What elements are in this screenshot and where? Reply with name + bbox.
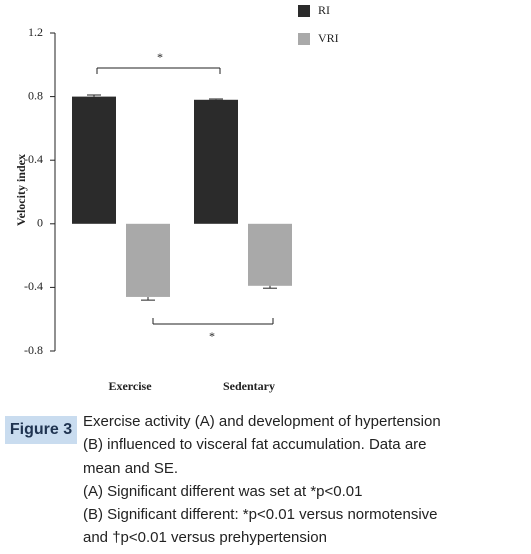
legend-swatch (298, 33, 310, 45)
y-tick-label: -0.8 (24, 343, 43, 357)
figure-label: Figure 3 (5, 416, 77, 444)
caption-line: (A) Significant different was set at *p<… (83, 482, 363, 500)
y-tick-label: -0.4 (24, 279, 43, 293)
caption: Figure 3 Exercise activity (A) and devel… (0, 406, 531, 554)
legend-label: RI (318, 3, 330, 17)
bar (194, 99, 238, 224)
bar (72, 96, 116, 224)
caption-text: Exercise activity (A) and development of… (83, 410, 529, 550)
y-tick-label: -0.4 (24, 152, 43, 166)
legend-swatch (298, 5, 310, 17)
y-tick-label: 0.8 (28, 88, 43, 102)
bar (248, 223, 292, 286)
legend-label: VRI (318, 31, 339, 45)
x-tick-label: Sedentary (223, 379, 275, 393)
y-axis-label: Velocity index (14, 154, 28, 226)
bar (126, 223, 170, 297)
caption-line: (B) influenced to visceral fat accumulat… (83, 436, 427, 454)
x-tick-label: Exercise (108, 379, 152, 393)
chart: Velocity index * * -0.8 -0.4 0 -0.4 0.8 1.2 RI… (14, 3, 339, 393)
y-tick-label: 0 (37, 216, 43, 230)
caption-line: and †p<0.01 versus prehypertension (83, 529, 327, 547)
caption-line: (B) Significant different: *p<0.01 versu… (83, 506, 438, 524)
y-tick-label: 1.2 (28, 25, 43, 39)
caption-line: mean and SE. (83, 459, 179, 477)
annotation: * (209, 329, 215, 343)
annotation: * (157, 50, 163, 64)
caption-line: Exercise activity (A) and development of… (83, 413, 441, 430)
